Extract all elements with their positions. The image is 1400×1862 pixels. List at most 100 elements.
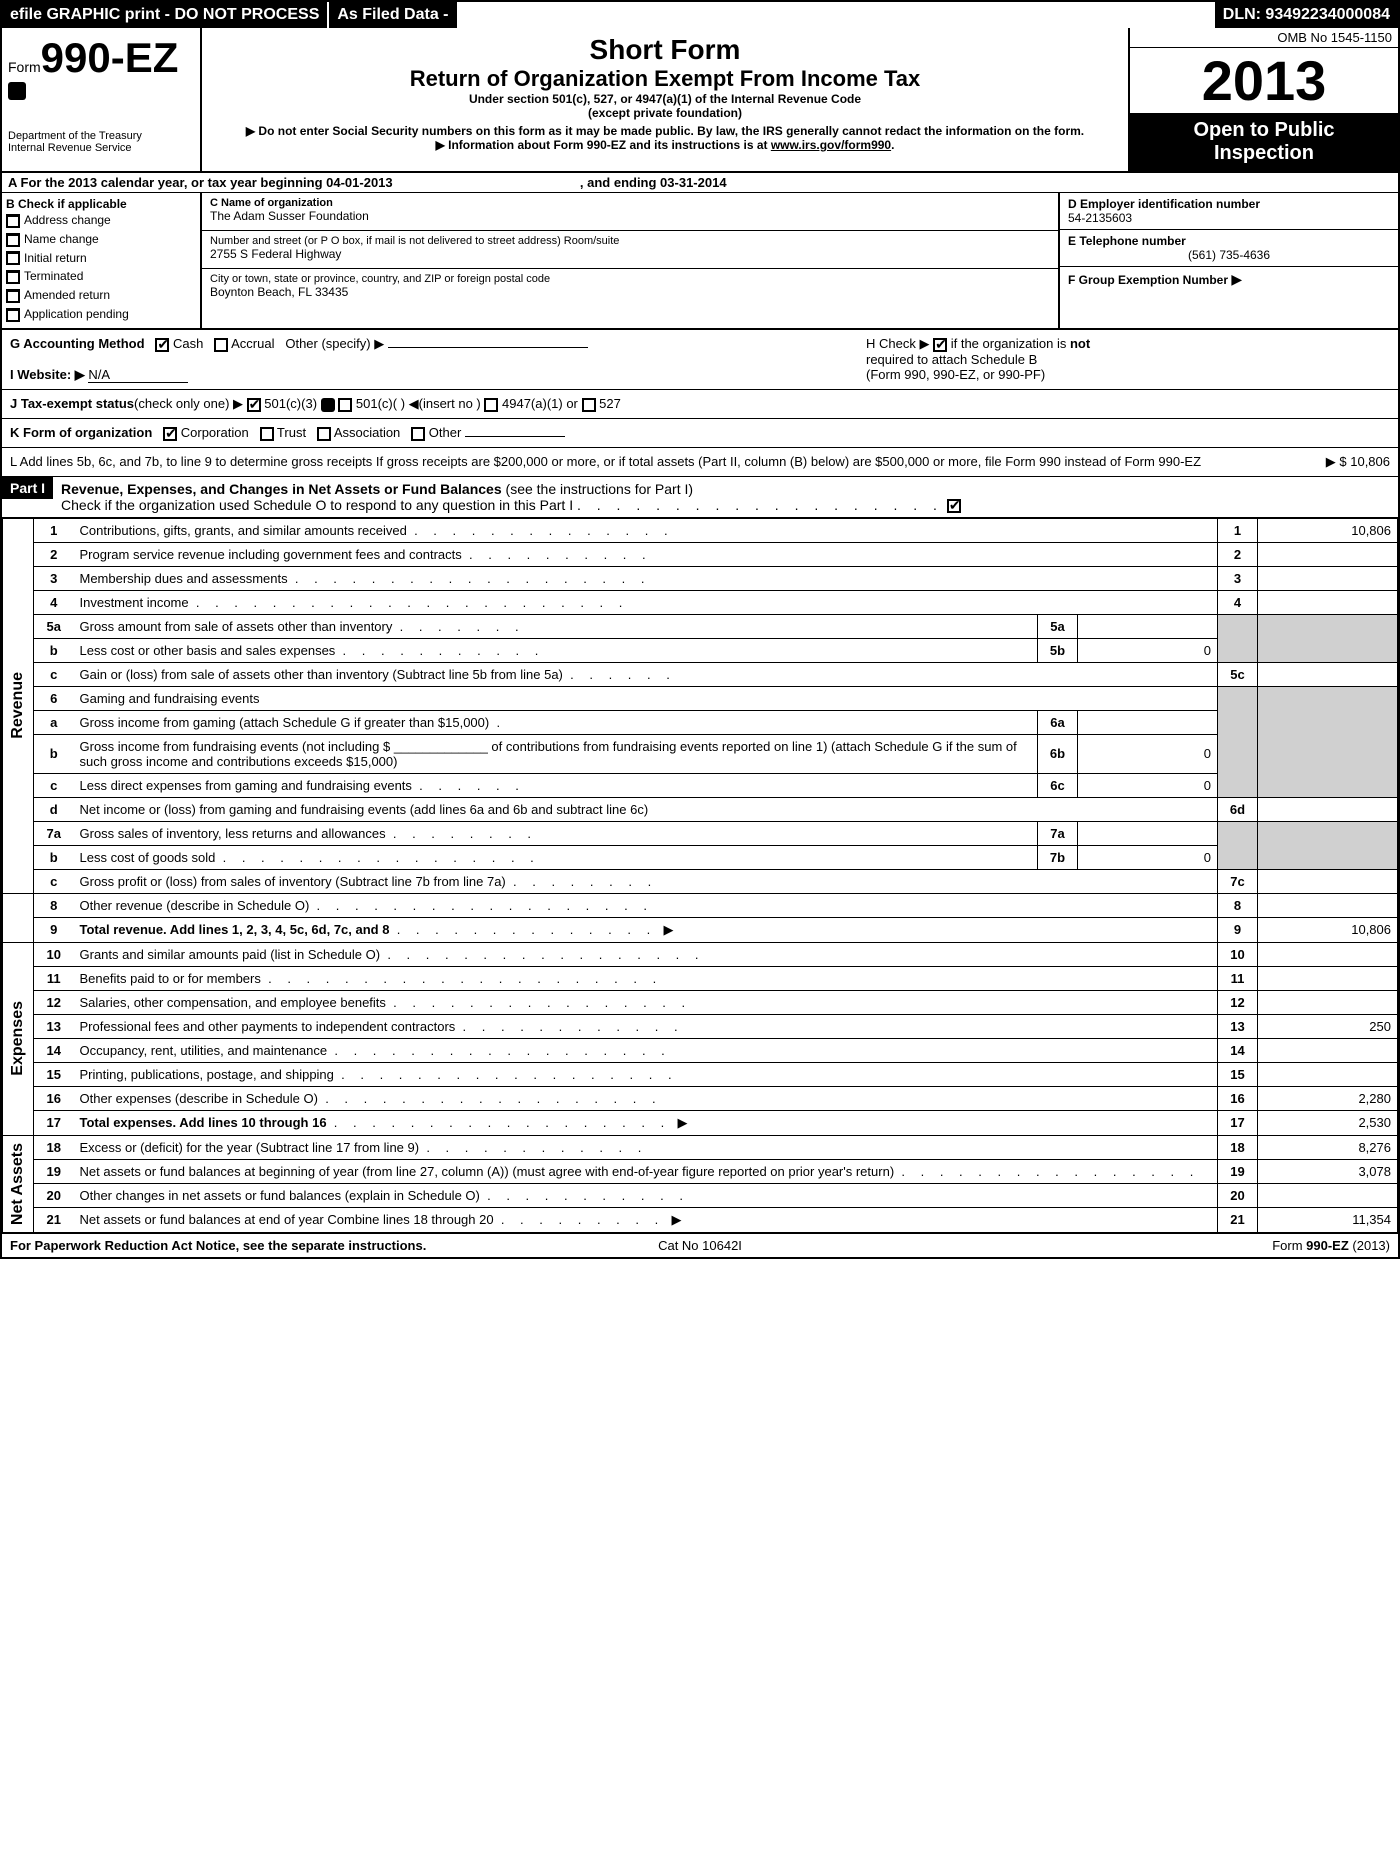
- checkbox-527[interactable]: [582, 398, 596, 412]
- checkbox-icon[interactable]: [6, 214, 20, 228]
- checkbox-trust[interactable]: [260, 427, 274, 441]
- l-text: L Add lines 5b, 6c, and 7b, to line 9 to…: [10, 454, 1250, 470]
- chk-amended: Amended return: [6, 286, 196, 305]
- chk-application-pending: Application pending: [6, 305, 196, 324]
- checkbox-icon[interactable]: [6, 251, 20, 265]
- form-label: Form990-EZ: [8, 34, 194, 82]
- netassets-side: Net Assets: [3, 1135, 34, 1232]
- subtitle-2: (except private foundation): [208, 106, 1122, 120]
- line-21: 21 Net assets or fund balances at end of…: [3, 1207, 1398, 1232]
- line-14: 14 Occupancy, rent, utilities, and maint…: [3, 1038, 1398, 1062]
- phone-lbl: E Telephone number: [1068, 234, 1186, 248]
- line-16: 16 Other expenses (describe in Schedule …: [3, 1086, 1398, 1110]
- section-d: D Employer identification number 54-2135…: [1060, 193, 1398, 230]
- checkbox-cash[interactable]: [155, 338, 169, 352]
- line-18: Net Assets 18 Excess or (deficit) for th…: [3, 1135, 1398, 1159]
- other-specify: [388, 347, 588, 348]
- line-10: Expenses 10 Grants and similar amounts p…: [3, 942, 1398, 966]
- section-l: L Add lines 5b, 6c, and 7b, to line 9 to…: [2, 448, 1398, 477]
- checkbox-accrual[interactable]: [214, 338, 228, 352]
- phone-val: (561) 735-4636: [1068, 248, 1390, 262]
- line-15: 15 Printing, publications, postage, and …: [3, 1062, 1398, 1086]
- open-public: Open to Public Inspection: [1130, 113, 1398, 171]
- footer-mid: Cat No 10642I: [470, 1238, 930, 1253]
- sec-b-title: B Check if applicable: [6, 197, 196, 211]
- other-blank: [465, 436, 565, 437]
- checkbox-h[interactable]: [933, 338, 947, 352]
- section-g: G Accounting Method Cash Accrual Other (…: [2, 330, 858, 390]
- line-2: 2 Program service revenue including gove…: [3, 542, 1398, 566]
- arrow-icon: ▶: [1231, 271, 1242, 287]
- line-6a: a Gross income from gaming (attach Sched…: [3, 710, 1398, 734]
- checkbox-assoc[interactable]: [317, 427, 331, 441]
- k-lbl: K Form of organization: [10, 425, 152, 440]
- org-name-row: C Name of organization The Adam Susser F…: [202, 193, 1058, 231]
- return-title: Return of Organization Exempt From Incom…: [208, 66, 1122, 92]
- street-val: 2755 S Federal Highway: [210, 247, 1050, 261]
- line-19: 19 Net assets or fund balances at beginn…: [3, 1159, 1398, 1183]
- chk-terminated: Terminated: [6, 267, 196, 286]
- i-lbl: I Website: ▶: [10, 367, 85, 382]
- line-6b: b Gross income from fundraising events (…: [3, 734, 1398, 773]
- as-filed-label: As Filed Data -: [327, 2, 458, 28]
- footer: For Paperwork Reduction Act Notice, see …: [2, 1233, 1398, 1257]
- line-1: Revenue 1 Contributions, gifts, grants, …: [3, 518, 1398, 542]
- info-right: D Employer identification number 54-2135…: [1058, 193, 1398, 328]
- dln-number: DLN: 93492234000084: [1215, 2, 1398, 28]
- checkbox-other[interactable]: [411, 427, 425, 441]
- dept-irs: Internal Revenue Service: [8, 142, 194, 154]
- header: Form990-EZ Department of the Treasury In…: [2, 28, 1398, 173]
- j-lbl: J Tax-exempt status: [10, 396, 134, 411]
- warn-2: ▶ Information about Form 990-EZ and its …: [208, 138, 1122, 152]
- header-center: Short Form Return of Organization Exempt…: [202, 28, 1128, 171]
- icon: [321, 398, 335, 412]
- form-prefix: Form: [8, 59, 41, 75]
- efile-notice: efile GRAPHIC print - DO NOT PROCESS: [2, 2, 327, 28]
- city-val: Boynton Beach, FL 33435: [210, 285, 1050, 299]
- part1-badge: Part I: [2, 477, 53, 517]
- irs-link[interactable]: www.irs.gov/form990: [771, 138, 891, 152]
- line-3: 3 Membership dues and assessments . . . …: [3, 566, 1398, 590]
- section-c: C Name of organization The Adam Susser F…: [202, 193, 1058, 328]
- checkbox-501c[interactable]: [338, 398, 352, 412]
- street-row: Number and street (or P O box, if mail i…: [202, 231, 1058, 269]
- checkbox-icon[interactable]: [6, 270, 20, 284]
- section-e: E Telephone number (561) 735-4636: [1060, 230, 1398, 267]
- checkbox-icon[interactable]: [6, 289, 20, 303]
- form-990ez: efile GRAPHIC print - DO NOT PROCESS As …: [0, 0, 1400, 1259]
- section-a: A For the 2013 calendar year, or tax yea…: [2, 173, 1398, 193]
- sec-a-end: , and ending 03-31-2014: [580, 175, 727, 190]
- line-17: 17 Total expenses. Add lines 10 through …: [3, 1110, 1398, 1135]
- section-f: F Group Exemption Number ▶: [1060, 267, 1398, 292]
- section-k: K Form of organization Corporation Trust…: [2, 419, 1398, 448]
- header-left: Form990-EZ Department of the Treasury In…: [2, 28, 202, 171]
- line-g-h: G Accounting Method Cash Accrual Other (…: [2, 330, 1398, 390]
- footer-left: For Paperwork Reduction Act Notice, see …: [10, 1238, 470, 1253]
- checkbox-501c3[interactable]: [247, 398, 261, 412]
- checkbox-schedo[interactable]: [947, 499, 961, 513]
- section-j: J Tax-exempt status(check only one) ▶ 50…: [2, 390, 1398, 419]
- chk-name-change: Name change: [6, 230, 196, 249]
- checkbox-4947[interactable]: [484, 398, 498, 412]
- chk-address-change: Address change: [6, 211, 196, 230]
- g-lbl: G Accounting Method: [10, 336, 145, 351]
- footer-right: Form 990-EZ (2013): [930, 1238, 1390, 1253]
- section-b: B Check if applicable Address change Nam…: [2, 193, 202, 328]
- open-public-1: Open to Public: [1136, 119, 1392, 142]
- checkbox-corp[interactable]: [163, 427, 177, 441]
- dept-treasury: Department of the Treasury: [8, 130, 194, 142]
- city-row: City or town, state or province, country…: [202, 269, 1058, 307]
- line-7c: c Gross profit or (loss) from sales of i…: [3, 869, 1398, 893]
- l-amt: ▶ $ 10,806: [1250, 454, 1390, 470]
- warn-2-pre: ▶ Information about Form 990-EZ and its …: [436, 138, 771, 152]
- line-6d: d Net income or (loss) from gaming and f…: [3, 797, 1398, 821]
- city-lbl: City or town, state or province, country…: [210, 273, 1050, 285]
- website-val: N/A: [88, 367, 188, 383]
- expenses-side: Expenses: [3, 942, 34, 1135]
- section-h: H Check ▶ if the organization is not req…: [858, 330, 1398, 390]
- part1-table: Revenue 1 Contributions, gifts, grants, …: [2, 518, 1398, 1233]
- checkbox-icon[interactable]: [6, 233, 20, 247]
- checkbox-icon[interactable]: [6, 308, 20, 322]
- line-7a: 7a Gross sales of inventory, less return…: [3, 821, 1398, 845]
- ein-lbl: D Employer identification number: [1068, 197, 1260, 211]
